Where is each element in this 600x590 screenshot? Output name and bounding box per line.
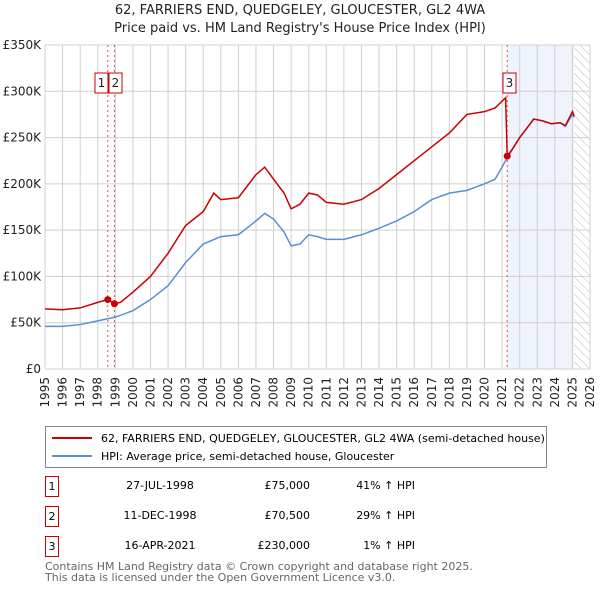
hpi-diff: 41% ↑ HPI bbox=[356, 479, 415, 492]
x-tick-label: 2026 bbox=[583, 377, 597, 408]
legend-swatch-red bbox=[52, 437, 92, 439]
y-tick-label: £150K bbox=[3, 223, 43, 237]
price-chart: 1995 1996 1997 1998 1999 2000 2001 2002 2003 2004… bbox=[3, 38, 597, 408]
x-tick-label: 2012 bbox=[337, 377, 351, 408]
x-tick-label: 2019 bbox=[460, 377, 474, 408]
footer-licence: This data is licensed under the Open Gov… bbox=[45, 571, 396, 584]
y-tick-label: £200K bbox=[3, 177, 43, 191]
x-tick-label: 1995 bbox=[38, 377, 52, 408]
x-tick-label: 2002 bbox=[161, 377, 175, 408]
x-tick-label: 2021 bbox=[495, 377, 509, 408]
legend-swatch-blue bbox=[52, 455, 92, 457]
x-tick-label: 1996 bbox=[56, 377, 70, 408]
hpi-diff: 29% ↑ HPI bbox=[356, 509, 415, 522]
series-line bbox=[45, 112, 575, 328]
x-tick-label: 2001 bbox=[143, 377, 157, 408]
legend-item-hpi: HPI: Average price, semi-detached house,… bbox=[52, 449, 394, 463]
x-tick-label: 1999 bbox=[108, 377, 122, 408]
y-tick-label: £300K bbox=[3, 84, 43, 98]
x-tick-label: 2015 bbox=[390, 377, 404, 408]
transaction-row: 1 27-JUL-1998 £75,000 41% ↑ HPI bbox=[45, 476, 445, 497]
x-tick-label: 2017 bbox=[425, 377, 439, 408]
x-tick-label: 2018 bbox=[442, 377, 456, 408]
x-tick-label: 2003 bbox=[179, 377, 193, 408]
marker-label-box bbox=[502, 72, 517, 94]
x-tick-label: 2023 bbox=[530, 377, 544, 408]
x-tick-label: 2000 bbox=[126, 377, 140, 408]
date: 11-DEC-1998 bbox=[123, 509, 197, 522]
sale-point bbox=[110, 300, 118, 308]
x-tick-label: 2016 bbox=[407, 377, 421, 408]
transaction-row: 3 16-APR-2021 £230,000 1% ↑ HPI bbox=[45, 536, 445, 557]
x-tick-label: 1998 bbox=[91, 377, 105, 408]
x-tick-label: 2024 bbox=[548, 377, 562, 408]
marker-label-box bbox=[94, 72, 109, 94]
x-tick-label: 2025 bbox=[565, 377, 579, 408]
hatched-region bbox=[574, 45, 590, 369]
x-tick-label: 2005 bbox=[214, 377, 228, 408]
legend-label: HPI: Average price, semi-detached house,… bbox=[101, 449, 395, 463]
legend: 62, FARRIERS END, QUEDGELEY, GLOUCESTER,… bbox=[45, 426, 547, 468]
chart-title: 62, FARRIERS END, QUEDGELEY, GLOUCESTER,… bbox=[114, 3, 486, 18]
x-tick-label: 2022 bbox=[513, 377, 527, 408]
footer-copyright: Contains HM Land Registry data © Crown c… bbox=[45, 560, 473, 573]
marker-label: 2 bbox=[112, 76, 120, 90]
x-tick-label: 2006 bbox=[231, 377, 245, 408]
marker-badge: 2 bbox=[45, 506, 59, 527]
hpi-diff: 1% ↑ HPI bbox=[363, 539, 415, 552]
x-tick-label: 2007 bbox=[249, 377, 263, 408]
x-tick-label: 2011 bbox=[319, 377, 333, 408]
x-tick-label: 2020 bbox=[478, 377, 492, 408]
x-tick-label: 1997 bbox=[73, 377, 87, 408]
marker-label: 3 bbox=[506, 76, 514, 90]
x-tick-label: 2004 bbox=[196, 377, 210, 408]
transaction-row: 2 11-DEC-1998 £70,500 29% ↑ HPI bbox=[45, 506, 445, 527]
marker-badge: 3 bbox=[45, 536, 59, 557]
forecast-shaded-region bbox=[507, 45, 575, 369]
y-tick-label: £350K bbox=[3, 38, 43, 52]
x-tick-label: 2009 bbox=[284, 377, 298, 408]
price: £70,500 bbox=[264, 509, 311, 522]
x-tick-label: 2008 bbox=[267, 377, 281, 408]
y-tick-label: £100K bbox=[3, 269, 43, 283]
marker-label: 1 bbox=[98, 76, 106, 90]
date: 16-APR-2021 bbox=[124, 539, 196, 552]
legend-item-property: 62, FARRIERS END, QUEDGELEY, GLOUCESTER,… bbox=[52, 431, 545, 445]
series-line bbox=[44, 96, 575, 311]
x-tick-label: 2013 bbox=[354, 377, 368, 408]
marker-label-box bbox=[108, 72, 123, 94]
y-tick-label: £250K bbox=[3, 131, 43, 145]
marker-badge: 1 bbox=[45, 476, 59, 497]
x-tick-label: 2014 bbox=[372, 377, 386, 408]
date: 27-JUL-1998 bbox=[126, 479, 194, 492]
y-tick-label: £0 bbox=[26, 362, 41, 376]
sale-point bbox=[104, 296, 112, 304]
footer: Contains HM Land Registry data © Crown c… bbox=[45, 561, 473, 583]
x-tick-label: 2010 bbox=[302, 377, 316, 408]
price: £75,000 bbox=[264, 479, 311, 492]
sale-point bbox=[503, 152, 511, 160]
price: £230,000 bbox=[257, 539, 311, 552]
legend-label: 62, FARRIERS END, QUEDGELEY, GLOUCESTER,… bbox=[101, 431, 545, 445]
y-tick-label: £50K bbox=[10, 316, 42, 330]
chart-subtitle: Price paid vs. HM Land Registry's House … bbox=[114, 21, 486, 36]
